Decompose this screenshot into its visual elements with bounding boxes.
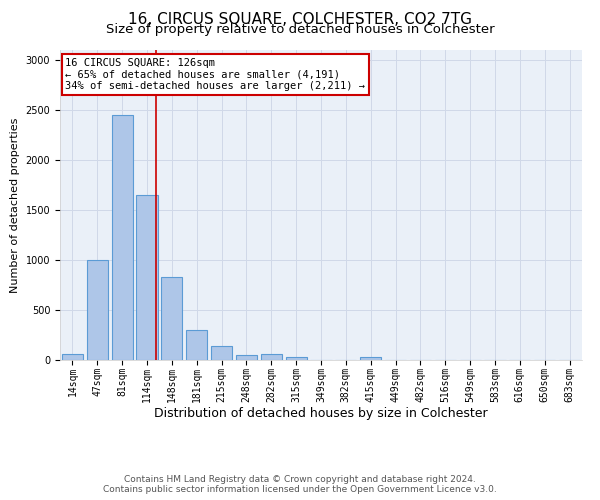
Bar bbox=[236, 355, 257, 360]
Bar bbox=[261, 354, 282, 360]
X-axis label: Distribution of detached houses by size in Colchester: Distribution of detached houses by size … bbox=[154, 407, 488, 420]
Bar bbox=[211, 346, 232, 360]
Bar bbox=[62, 354, 83, 360]
Bar bbox=[186, 330, 207, 360]
Y-axis label: Number of detached properties: Number of detached properties bbox=[10, 118, 20, 292]
Bar bbox=[136, 195, 158, 360]
Text: 16 CIRCUS SQUARE: 126sqm
← 65% of detached houses are smaller (4,191)
34% of sem: 16 CIRCUS SQUARE: 126sqm ← 65% of detach… bbox=[65, 58, 365, 91]
Bar bbox=[112, 115, 133, 360]
Bar bbox=[360, 357, 381, 360]
Text: Contains HM Land Registry data © Crown copyright and database right 2024.
Contai: Contains HM Land Registry data © Crown c… bbox=[103, 474, 497, 494]
Bar bbox=[87, 260, 108, 360]
Bar bbox=[161, 277, 182, 360]
Text: 16, CIRCUS SQUARE, COLCHESTER, CO2 7TG: 16, CIRCUS SQUARE, COLCHESTER, CO2 7TG bbox=[128, 12, 472, 28]
Bar bbox=[286, 357, 307, 360]
Text: Size of property relative to detached houses in Colchester: Size of property relative to detached ho… bbox=[106, 22, 494, 36]
